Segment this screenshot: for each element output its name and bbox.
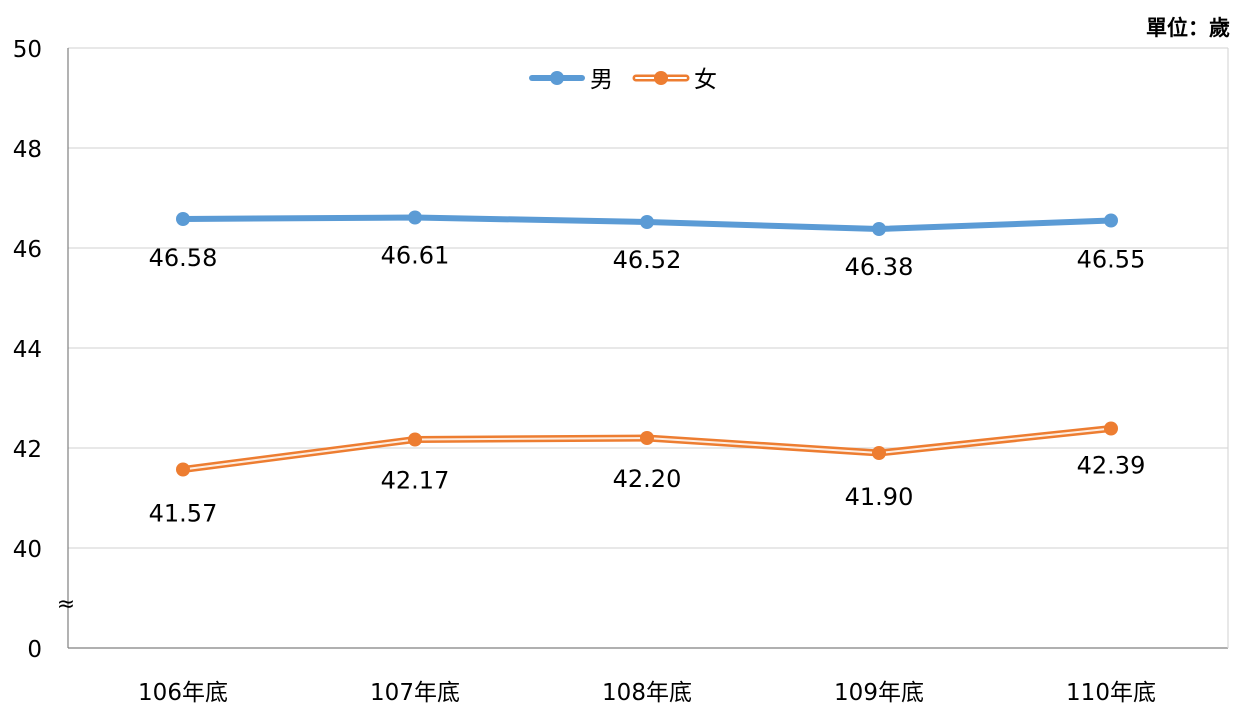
y-tick-label: 42	[13, 437, 42, 463]
data-label-female: 41.90	[845, 483, 914, 511]
data-label-female: 41.57	[149, 500, 218, 528]
series-lines	[176, 210, 1118, 477]
legend-label-male: 男	[590, 67, 613, 93]
x-tick-label: 107年底	[370, 680, 460, 706]
data-point-female	[1104, 421, 1118, 436]
legend: 男女	[529, 67, 717, 93]
x-tick-labels: 106年底 107年底 108年底 109年底 110年底	[138, 680, 1156, 706]
data-label-female: 42.17	[381, 467, 450, 495]
data-label-male: 46.38	[845, 253, 914, 281]
y-tick-label: 0	[27, 637, 42, 663]
data-label-male: 46.52	[613, 246, 682, 274]
data-label-male: 46.58	[149, 244, 218, 272]
data-labels: 46.58 46.61 46.52 46.38 46.55 41.57 42.17 42.20…	[149, 242, 1146, 528]
y-tick-label: 50	[13, 37, 42, 63]
data-label-female: 42.39	[1077, 452, 1146, 480]
x-tick-label: 109年底	[834, 680, 924, 706]
x-tick-label: 106年底	[138, 680, 228, 706]
data-label-male: 46.55	[1077, 246, 1146, 274]
data-label-male: 46.61	[381, 242, 450, 270]
x-tick-label: 110年底	[1066, 680, 1156, 706]
y-tick-label: 48	[13, 137, 42, 163]
data-point-male	[640, 215, 654, 229]
legend-marker-male	[550, 71, 564, 85]
data-point-male	[408, 210, 422, 225]
data-point-female	[872, 446, 886, 460]
unit-label: 單位：歲	[1146, 16, 1230, 40]
x-tick-label: 108年底	[602, 680, 692, 706]
grid-lines	[68, 47, 1228, 549]
data-label-female: 42.20	[613, 465, 682, 493]
data-point-female	[408, 432, 422, 447]
y-tick-labels: 0 40 42 44 46 48 50	[13, 37, 42, 663]
axes: ≈	[57, 48, 1229, 649]
data-point-male	[176, 212, 190, 226]
legend-marker-female	[654, 71, 668, 85]
y-tick-label: 44	[13, 337, 42, 363]
y-tick-label: 40	[13, 537, 42, 563]
data-point-female	[640, 431, 654, 445]
data-point-male	[1104, 213, 1118, 228]
axis-break-symbol: ≈	[57, 592, 75, 617]
data-point-male	[872, 222, 886, 236]
y-tick-label: 46	[13, 237, 42, 263]
legend-label-female: 女	[694, 67, 717, 93]
data-point-female	[176, 462, 190, 477]
